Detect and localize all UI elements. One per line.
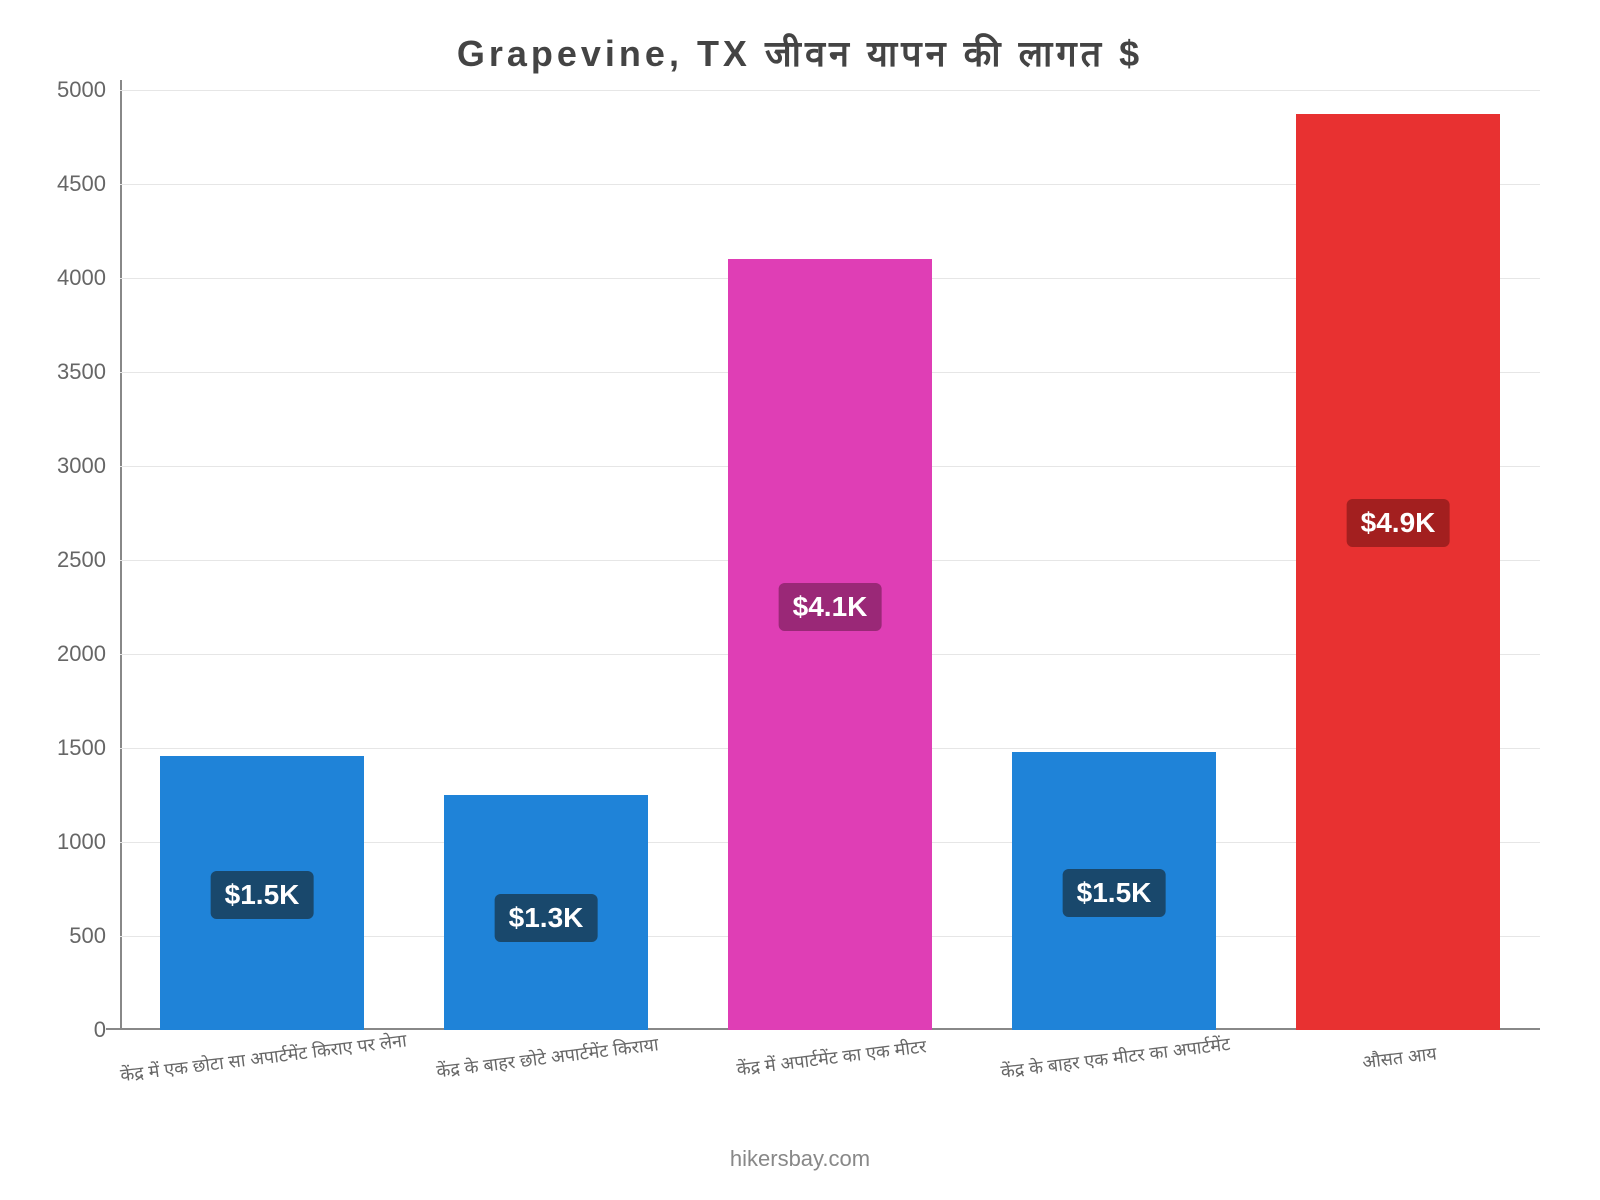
y-tick-label: 0 — [26, 1017, 106, 1043]
footer-text: hikersbay.com — [0, 1146, 1600, 1172]
chart-title: Grapevine, TX जीवन यापन की लागत $ — [0, 28, 1600, 77]
bar-value-label: $1.5K — [1063, 869, 1166, 917]
x-category-label: केंद्र में एक छोटा सा अपार्टमेंट किराए प… — [119, 1028, 408, 1087]
y-tick-label: 1500 — [26, 735, 106, 761]
x-category-label: औसत आय — [1361, 1041, 1438, 1074]
bar-value-label: $1.3K — [495, 894, 598, 942]
x-category-label: केंद्र के बाहर छोटे अपार्टमेंट किराया — [435, 1032, 660, 1083]
bar-value-label: $4.9K — [1347, 499, 1450, 547]
x-category-label: केंद्र के बाहर एक मीटर का अपार्टमेंट — [999, 1032, 1231, 1084]
y-axis-line — [120, 80, 122, 1030]
y-tick-label: 4500 — [26, 171, 106, 197]
y-tick-label: 5000 — [26, 77, 106, 103]
plot-area: 0500100015002000250030003500400045005000… — [120, 90, 1540, 1030]
bar-value-label: $1.5K — [211, 871, 314, 919]
y-tick-label: 2500 — [26, 547, 106, 573]
y-tick-label: 3000 — [26, 453, 106, 479]
chart-container: Grapevine, TX जीवन यापन की लागत $ 050010… — [0, 0, 1600, 1200]
x-category-label: केंद्र में अपार्टमेंट का एक मीटर — [735, 1034, 927, 1081]
y-tick-label: 4000 — [26, 265, 106, 291]
bar-value-label: $4.1K — [779, 583, 882, 631]
y-tick-label: 1000 — [26, 829, 106, 855]
gridline — [120, 90, 1540, 91]
y-tick-label: 500 — [26, 923, 106, 949]
bar — [1296, 114, 1500, 1030]
y-tick-label: 3500 — [26, 359, 106, 385]
bar — [728, 259, 932, 1030]
y-tick-label: 2000 — [26, 641, 106, 667]
